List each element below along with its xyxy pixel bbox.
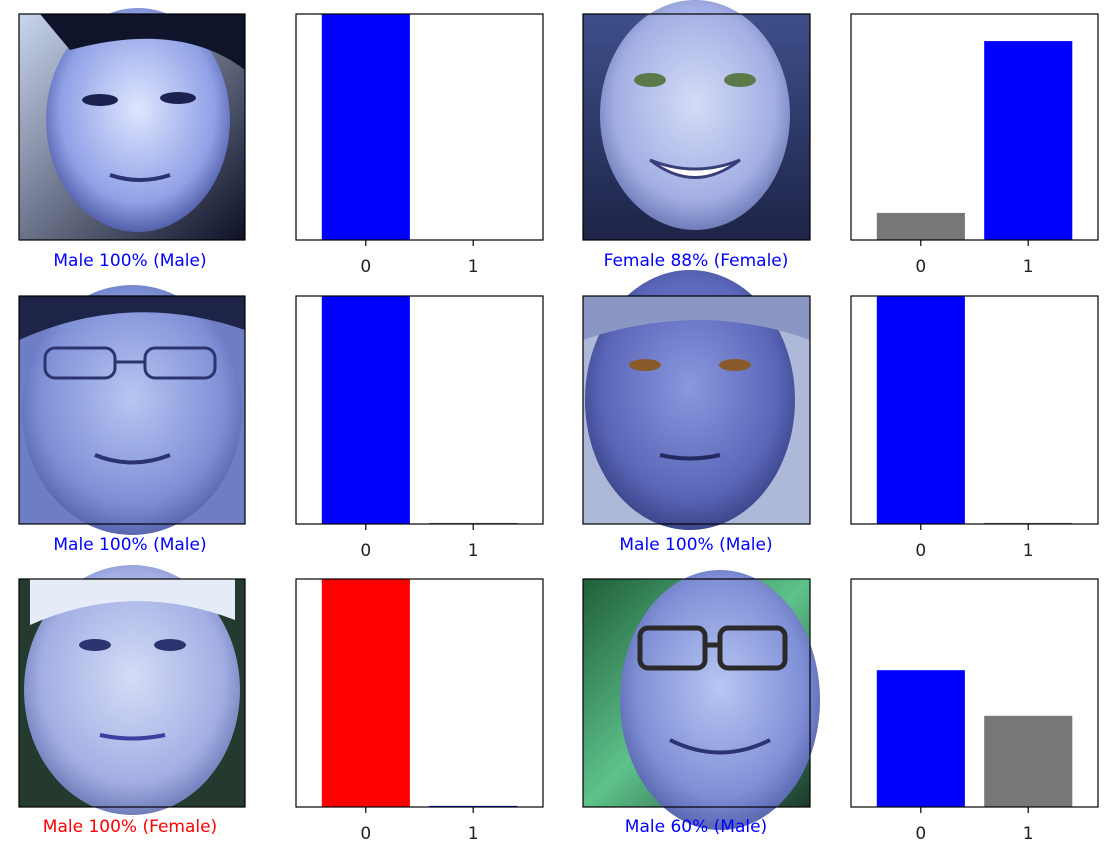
x-tick-label: 1 <box>1023 541 1034 561</box>
face-photo-icon <box>18 285 246 535</box>
plot-frame <box>295 295 544 525</box>
x-tick-label: 0 <box>360 541 371 561</box>
prediction-caption: Male 100% (Male) <box>619 535 772 555</box>
prediction-caption: Male 100% (Male) <box>53 251 206 271</box>
bar <box>321 579 410 807</box>
plot-frame <box>850 13 1099 241</box>
prediction-caption: Male 100% (Male) <box>53 535 206 555</box>
face-photo-icon <box>582 570 820 830</box>
plot-frame <box>850 578 1099 808</box>
face-photo-icon <box>582 0 811 241</box>
bar <box>876 670 965 807</box>
bar <box>321 14 410 240</box>
bar <box>876 296 965 524</box>
x-tick-label: 1 <box>1023 257 1034 277</box>
prediction-caption: Male 60% (Male) <box>625 817 767 837</box>
x-tick-label: 0 <box>915 824 926 844</box>
prediction-caption: Female 88% (Female) <box>604 251 789 271</box>
bar <box>984 41 1073 240</box>
x-tick-label: 0 <box>915 257 926 277</box>
plot-frame <box>295 13 544 241</box>
x-tick-label: 0 <box>360 824 371 844</box>
bar <box>984 715 1073 807</box>
face-photo-icon <box>18 8 246 241</box>
plot-frame <box>295 578 544 808</box>
bar-charts: 0 1 0 10 1 0 10 1 0 1 <box>295 13 1099 844</box>
x-tick-label: 0 <box>915 541 926 561</box>
plot-frame <box>850 295 1099 525</box>
bar <box>321 296 410 524</box>
face-photo-icon <box>582 270 811 530</box>
bar <box>876 212 965 240</box>
x-tick-label: 1 <box>468 257 479 277</box>
x-tick-label: 1 <box>468 824 479 844</box>
x-tick-label: 1 <box>1023 824 1034 844</box>
x-tick-label: 0 <box>360 257 371 277</box>
prediction-caption: Male 100% (Female) <box>43 817 217 837</box>
x-tick-label: 1 <box>468 541 479 561</box>
face-photo-icon <box>18 565 246 815</box>
